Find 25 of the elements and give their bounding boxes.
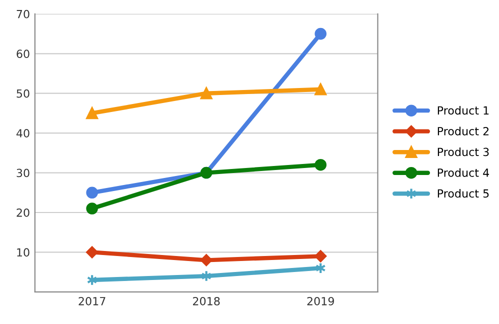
point xyxy=(314,250,327,262)
y-tick-label: 30 xyxy=(16,168,30,178)
point xyxy=(200,87,212,100)
x-tick-label: 2018 xyxy=(193,296,220,306)
legend-label: Product 3 xyxy=(438,148,489,156)
legend-label: Product 1 xyxy=(438,106,489,115)
point xyxy=(86,202,98,214)
point xyxy=(200,254,212,266)
point xyxy=(314,158,327,171)
point xyxy=(314,28,327,40)
y-tick-label: 50 xyxy=(16,89,30,98)
legend-label: Product 5 xyxy=(438,189,489,198)
point xyxy=(86,246,98,258)
point xyxy=(314,83,327,96)
y-tick-label: 40 xyxy=(16,129,30,138)
y-tick-label: 70 xyxy=(16,10,30,18)
point xyxy=(86,186,98,199)
x-tick-label: 2017 xyxy=(78,296,106,306)
legend-label: Product 4 xyxy=(438,168,489,177)
point xyxy=(86,107,98,120)
y-tick-label: 60 xyxy=(16,50,30,58)
legend-label: Product 2 xyxy=(438,126,488,136)
y-tick-label: 20 xyxy=(16,208,30,217)
x-tick-label: 2019 xyxy=(307,296,334,306)
y-tick-label: 10 xyxy=(17,248,30,257)
